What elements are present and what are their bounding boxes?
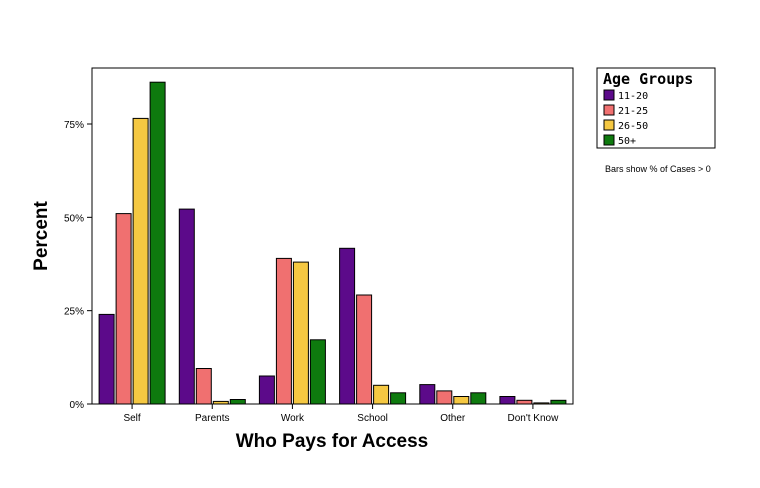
- bar-parents-11-20: [178, 208, 195, 405]
- legend-swatch: [603, 119, 615, 131]
- bar-self-11-20: [98, 313, 115, 405]
- x-tick-label: Other: [440, 413, 466, 424]
- x-tick-label: Don't Know: [508, 413, 560, 424]
- bar-parents-21-25: [195, 368, 212, 405]
- bar-other-26-50: [453, 396, 470, 405]
- legend-swatch: [603, 134, 615, 146]
- legend-label: 26-50: [618, 121, 648, 132]
- y-tick-label: 25%: [64, 307, 84, 318]
- y-tick-label: 75%: [64, 120, 84, 131]
- bar-work-21-25: [275, 257, 292, 405]
- legend-title: Age Groups: [603, 70, 693, 88]
- bar-don-t-know-50+: [550, 399, 567, 405]
- x-tick-label: Self: [123, 413, 140, 424]
- y-axis-title: Percent: [31, 200, 52, 270]
- bar-parents-50+: [229, 399, 246, 405]
- bar-don-t-know-21-25: [516, 399, 533, 405]
- bar-work-26-50: [292, 261, 309, 405]
- bar-work-11-20: [258, 375, 275, 405]
- legend-swatch: [603, 89, 615, 101]
- legend-items: 11-20 21-25 26-50 50+: [603, 89, 648, 147]
- bar-school-21-25: [356, 294, 373, 405]
- bar-other-11-20: [419, 384, 436, 405]
- x-tick-label: School: [357, 413, 388, 424]
- y-tick-label: 50%: [64, 213, 84, 224]
- y-tick-label: 0%: [70, 400, 85, 411]
- plot-area: [91, 67, 574, 405]
- x-tick-label: Work: [281, 413, 305, 424]
- legend: Age Groups 11-20 21-25 26-50 50+: [596, 67, 716, 149]
- bar-self-50+: [149, 81, 166, 405]
- bar-parents-26-50: [212, 400, 229, 405]
- x-axis: Self Parents Work School Other Don't Know: [123, 404, 559, 424]
- bar-don-t-know-11-20: [499, 396, 516, 405]
- bar-school-11-20: [339, 247, 356, 405]
- chart-note: Bars show % of Cases > 0: [605, 164, 711, 174]
- legend-swatch: [603, 104, 615, 116]
- x-tick-label: Parents: [195, 413, 229, 424]
- bar-self-21-25: [115, 213, 132, 405]
- bar-other-21-25: [436, 390, 453, 405]
- x-axis-title: Who Pays for Access: [236, 431, 429, 452]
- bar-don-t-know-26-50: [533, 402, 550, 405]
- bar-school-26-50: [373, 384, 390, 405]
- legend-label: 21-25: [618, 106, 648, 117]
- legend-label: 50+: [618, 136, 636, 147]
- legend-label: 11-20: [618, 91, 648, 102]
- bars-layer: [98, 81, 567, 405]
- bar-other-50+: [470, 392, 487, 405]
- legend-box: [596, 67, 716, 149]
- bar-school-50+: [390, 392, 407, 405]
- bar-work-50+: [309, 339, 326, 405]
- y-axis: 0% 25% 50% 75%: [64, 120, 92, 411]
- bar-self-26-50: [132, 117, 149, 405]
